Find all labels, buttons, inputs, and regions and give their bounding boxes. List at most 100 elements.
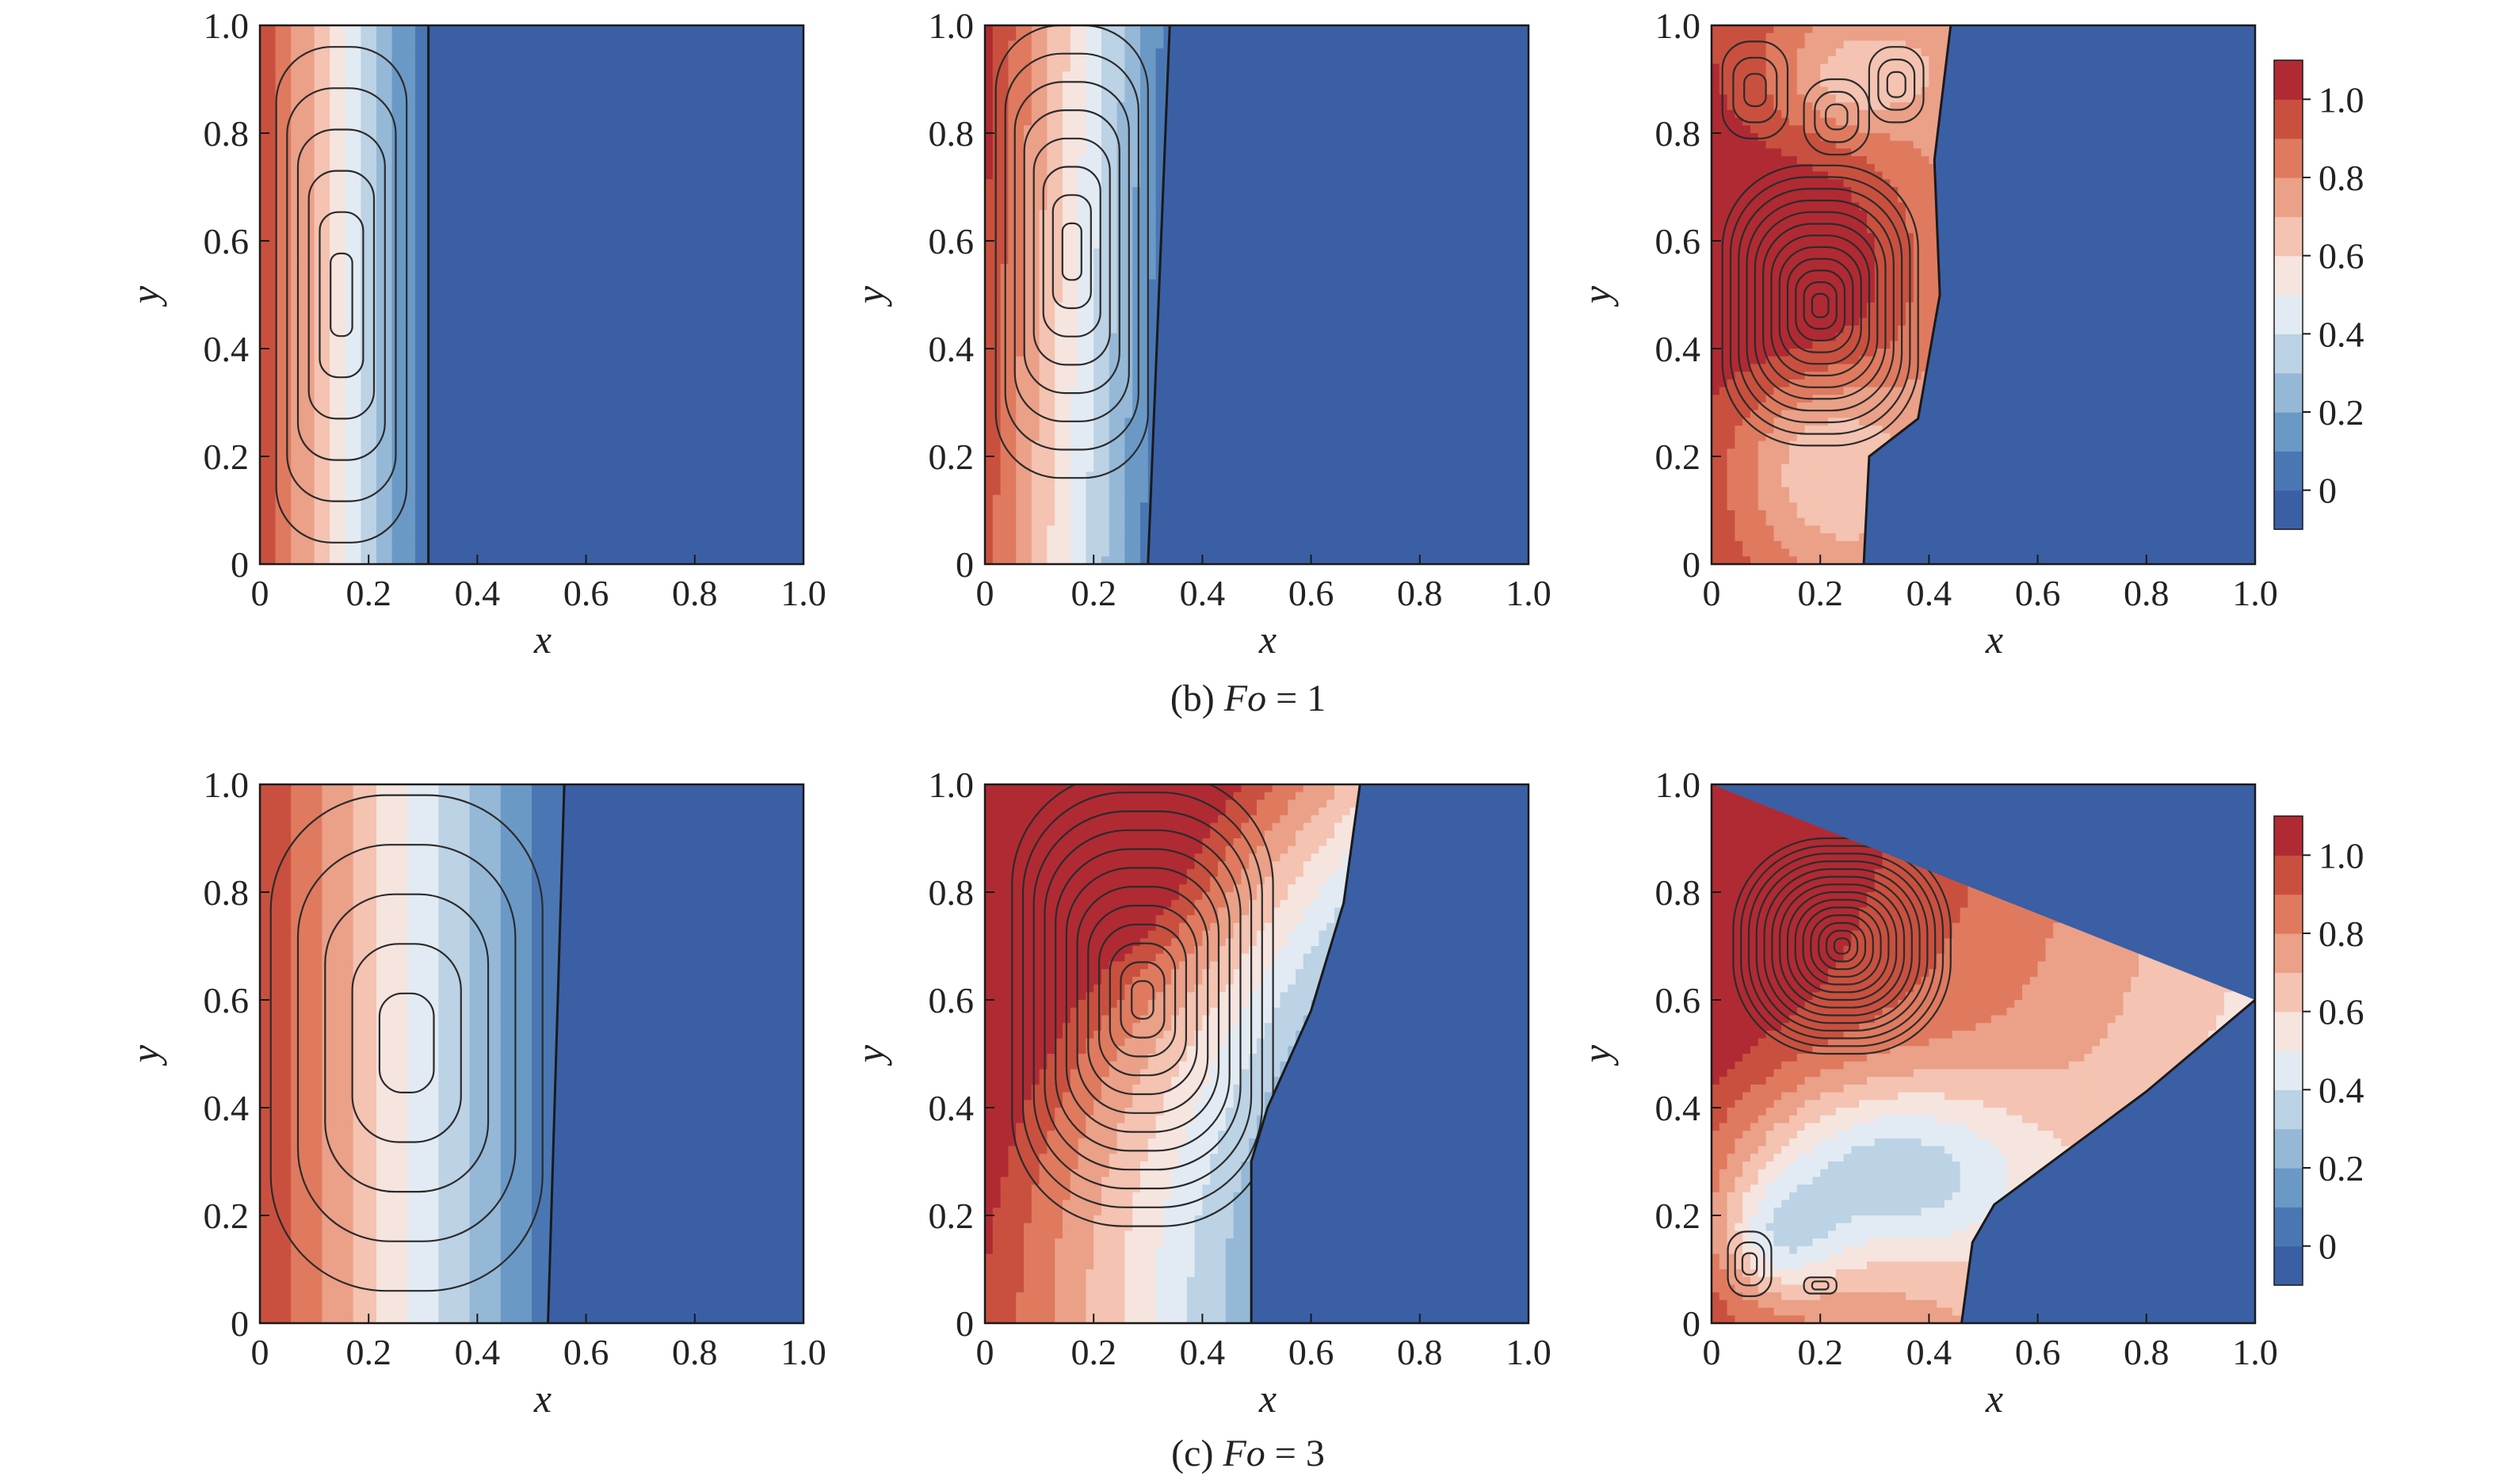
colorbar-tick-label: 1.0 [2319, 835, 2364, 876]
streamline-0-11 [1755, 860, 1929, 1032]
streamline-0-6 [1770, 235, 1871, 377]
x-tick-label: 0.4 [1180, 1332, 1226, 1372]
y-tick-label: 0.8 [929, 113, 975, 154]
colorbar-segment [2274, 451, 2303, 491]
streamline-0-9 [1746, 199, 1895, 412]
y-tick-label: 0.4 [204, 329, 250, 369]
streamline-2-1 [1811, 1280, 1830, 1291]
colorbar-segment [2274, 1168, 2303, 1207]
y-tick-label: 0 [956, 1303, 974, 1344]
y-tick-label: 0.8 [1655, 872, 1701, 913]
y-axis-label: y [123, 285, 167, 307]
colorbar-tick-label: 0.4 [2319, 314, 2364, 354]
plot-frame [983, 24, 1530, 566]
colorbar-segment [2274, 1011, 2303, 1051]
x-tick-label: 1.0 [1506, 1332, 1551, 1372]
streamlines [994, 25, 1149, 479]
colorbar-segment [2274, 412, 2303, 452]
melting-front [1862, 25, 1952, 565]
colorbar-segment [2274, 1051, 2303, 1090]
y-tick-label: 0.6 [929, 980, 975, 1020]
x-axis-label: x [1258, 1376, 1277, 1421]
streamline-1-3 [1721, 40, 1789, 139]
colorbar-segment [2274, 216, 2303, 257]
streamline-0-2 [1825, 929, 1859, 963]
colorbar-segment [2274, 490, 2303, 530]
x-axis-label: x [533, 1376, 551, 1421]
streamline-1-3 [1727, 1230, 1773, 1298]
streamline-0-4 [1097, 923, 1187, 1077]
streamline-1-1 [1743, 73, 1767, 108]
melting-front [1147, 25, 1171, 565]
x-tick-label: 0 [1703, 1332, 1721, 1372]
x-tick-label: 0.6 [2015, 1332, 2061, 1372]
plot-frame [983, 783, 1530, 1325]
y-tick-label: 1.0 [929, 6, 975, 46]
y-tick-label: 0 [231, 544, 249, 585]
streamline-0-3 [1818, 921, 1867, 971]
x-tick-label: 0.2 [345, 573, 391, 613]
streamline-3-1 [1886, 71, 1906, 98]
x-tick-label: 0 [1703, 573, 1721, 613]
panel-1: 0 0.2 0.4 0.6 0.8 1.0 0 0.2 0.4 0.6 0.8 1.0 x y [123, 6, 826, 662]
streamline-0-13 [1740, 845, 1945, 1047]
colorbar-1: 1.0 0.8 0.6 0.4 0.2 0 [2273, 59, 2364, 530]
colorbar-tick-label: 0.8 [2319, 158, 2364, 198]
x-tick-label: 0.2 [1797, 573, 1843, 613]
y-tick-label: 0.6 [929, 221, 975, 261]
y-axis-label: y [1574, 1044, 1619, 1066]
streamline-0-5 [1802, 906, 1882, 986]
x-tick-label: 1.0 [2232, 1332, 2278, 1372]
y-tick-label: 0.6 [204, 980, 250, 1020]
colorbar-segment [2274, 295, 2303, 334]
streamline-0-2 [1803, 281, 1838, 330]
colorbar-segment [2274, 816, 2303, 856]
colorbar-segment [2274, 933, 2303, 973]
streamline-0-11 [1729, 176, 1911, 435]
colorbar-segment [2274, 372, 2303, 413]
colorbar-segment [2274, 177, 2303, 217]
x-tick-label: 0.8 [1397, 573, 1443, 613]
y-tick-label: 0.6 [1655, 221, 1701, 261]
x-tick-label: 0.6 [2015, 573, 2061, 613]
streamline-0-9 [1044, 829, 1242, 1171]
streamline-0-4 [296, 844, 517, 1242]
streamline-0-3 [1109, 942, 1177, 1058]
x-tick-label: 1.0 [780, 573, 826, 613]
x-tick-label: 0.6 [1288, 1332, 1334, 1372]
y-tick-label: 0 [1682, 544, 1700, 585]
colorbar-segment [2274, 894, 2303, 934]
x-tick-label: 1.0 [2232, 573, 2278, 613]
streamline-0-5 [1778, 246, 1862, 365]
y-axis-label: y [848, 285, 892, 307]
caption-b: (b) Fo = 1 [1170, 677, 1326, 719]
colorbar-tick-label: 0 [2319, 1226, 2337, 1267]
y-tick-label: 0.2 [1655, 437, 1701, 477]
melting-front [1960, 998, 2256, 1324]
y-tick-label: 0.8 [929, 872, 975, 913]
streamline-0-2 [1051, 194, 1092, 310]
streamline-0-12 [1011, 784, 1274, 1227]
temperature-field [985, 784, 1361, 1323]
y-axis-label: y [1574, 285, 1619, 307]
streamline-0-4 [1786, 258, 1854, 353]
streamline-3-2 [1877, 58, 1916, 111]
caption-b-prefix: (b) [1170, 677, 1224, 719]
streamline-0-1 [1811, 292, 1830, 319]
x-axis-label: x [1258, 617, 1277, 662]
streamline-0-12 [1747, 853, 1937, 1040]
streamline-2-3 [1803, 78, 1871, 156]
melting-front [547, 784, 566, 1324]
y-tick-label: 1.0 [1655, 765, 1701, 805]
streamline-0-5 [1023, 109, 1120, 395]
x-tick-label: 0 [976, 573, 994, 613]
colorbar-tick-label: 0 [2319, 471, 2337, 511]
streamline-0-1 [1061, 222, 1082, 281]
x-tick-label: 0.6 [563, 573, 609, 613]
streamline-2-2 [1814, 90, 1860, 143]
colorbar-tick-label: 1.0 [2319, 79, 2364, 120]
streamline-0-3 [1042, 166, 1101, 338]
y-tick-label: 1.0 [929, 765, 975, 805]
streamline-0-1 [1833, 937, 1851, 955]
y-tick-label: 0.8 [1655, 113, 1701, 154]
